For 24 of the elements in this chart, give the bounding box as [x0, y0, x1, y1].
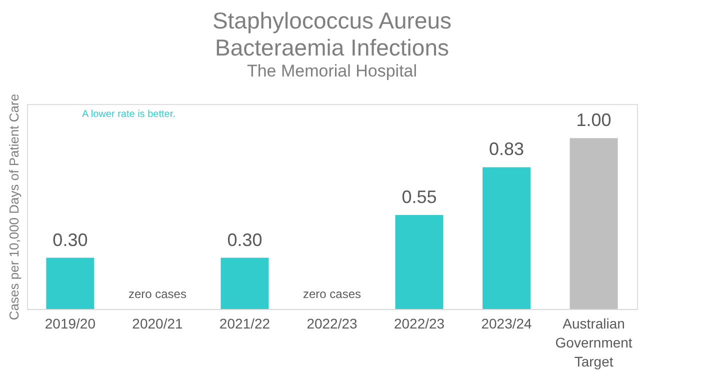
text: Bacteraemia Infections	[215, 34, 449, 60]
data-label: 0.83	[489, 139, 524, 160]
bar	[220, 258, 269, 309]
data-label: zero cases	[302, 287, 362, 301]
x-tick-label: 2019/20	[44, 316, 96, 332]
bar	[570, 138, 618, 309]
x-tick-label: 2022/23	[306, 316, 358, 332]
data-label: zero cases	[128, 287, 186, 301]
x-tick-label: Australian Government Target	[555, 316, 632, 370]
data-label: 1.00	[576, 110, 612, 130]
x-tick-label: 2022/23	[394, 316, 445, 332]
chart-subtitle: The Memorial Hospital	[246, 61, 418, 80]
text: Staphylococcus Aureus	[212, 7, 452, 34]
data-label: 0.30	[52, 230, 88, 250]
bar	[46, 258, 94, 309]
data-label: 0.30	[227, 230, 262, 250]
x-tick-label: 2023/24	[481, 316, 532, 332]
bar	[482, 167, 531, 309]
y-axis-title: Cases per 10,000 Days of Patient Care	[6, 94, 22, 320]
x-tick-label: 2021/22	[219, 316, 270, 332]
bar	[395, 215, 444, 309]
x-tick-label: 2020/21	[132, 316, 183, 332]
annotation: A lower rate is better.	[82, 109, 176, 120]
data-label: 0.55	[402, 187, 437, 208]
